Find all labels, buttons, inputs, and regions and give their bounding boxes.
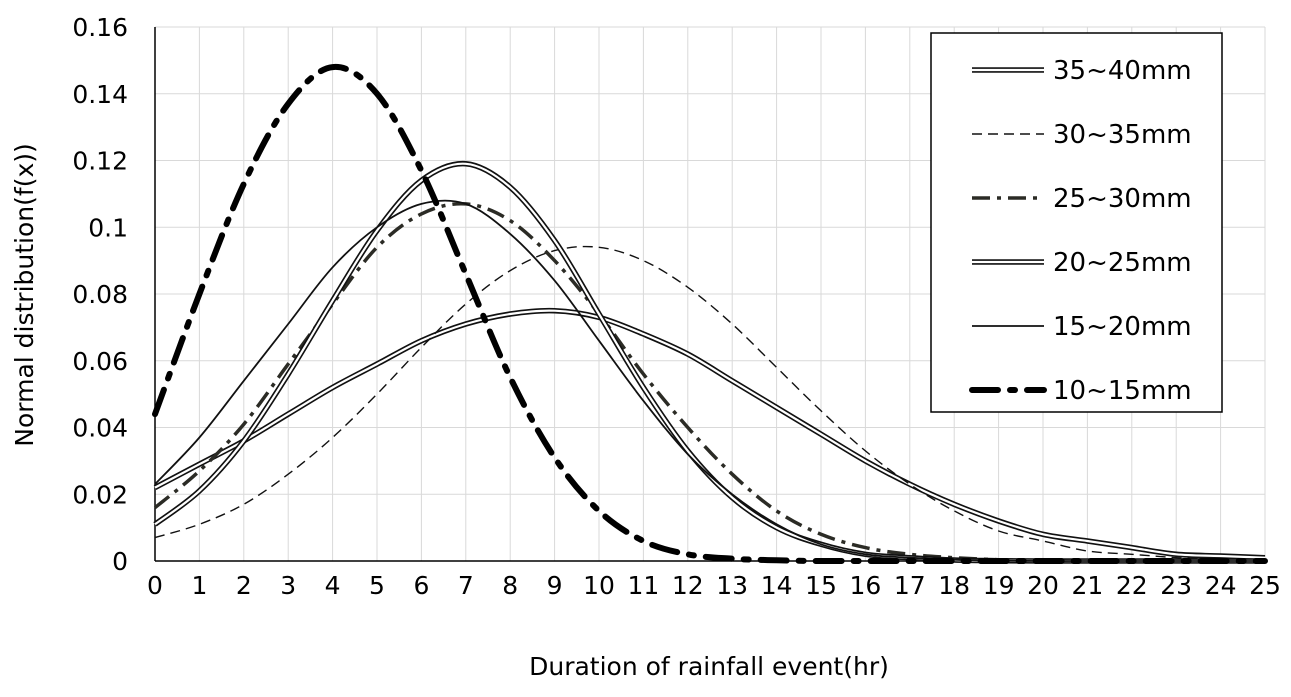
y-tick-label: 0.14 [72,80,128,109]
series-lines [152,64,1268,565]
legend-box [930,32,1223,413]
legend-entry: 25~30mm [972,184,1192,214]
x-tick-label: 13 [716,571,748,600]
legend-entry: 30~35mm [972,120,1192,150]
series-1 [154,245,1266,561]
y-tick-label: 0.02 [72,480,128,509]
x-tick-labels: 0 1 2 3 4 5 6 7 8 9 10 11 12 13 14 15 16 17 18 19 20 21 22 23 24… [147,571,1281,600]
y-tick-label: 0.08 [72,280,128,309]
x-tick-label: 15 [805,571,837,600]
x-tick-label: 23 [1160,571,1192,600]
series-5-line [152,64,1268,565]
legend-entry: 20~25mm [972,248,1192,278]
y-tick-label: 0.06 [72,347,128,376]
x-tick-label: 9 [547,571,563,600]
x-tick-label: 21 [1071,571,1103,600]
legend-entry: 15~20mm [972,312,1192,342]
x-tick-label: 6 [413,571,429,600]
x-tick-label: 4 [325,571,341,600]
legend-label: 15~20mm [1053,312,1192,342]
x-tick-label: 11 [627,571,659,600]
x-tick-label: 19 [983,571,1015,600]
x-tick-label: 3 [280,571,296,600]
x-tick-label: 24 [1205,571,1237,600]
series-0-inner [154,309,1266,559]
y-tick-label: 0.12 [72,147,128,176]
series-5 [152,64,1268,565]
legend-label: 25~30mm [1053,184,1192,214]
x-tick-label: 1 [191,571,207,600]
series-0 [153,307,1266,561]
series-1-line [154,245,1266,561]
x-tick-label: 0 [147,571,163,600]
legend-label: 30~35mm [1053,120,1192,150]
x-tick-label: 12 [672,571,704,600]
x-tick-label: 18 [938,571,970,600]
x-tick-label: 5 [369,571,385,600]
x-tick-label: 14 [761,571,793,600]
x-tick-label: 20 [1027,571,1059,600]
x-tick-label: 7 [458,571,474,600]
y-tick-label: 0.16 [72,13,128,42]
y-axis-title: Normal distribution(f(x)) [10,143,39,446]
x-tick-label: 25 [1249,571,1281,600]
x-tick-label: 8 [502,571,518,600]
x-tick-label: 10 [583,571,615,600]
x-tick-label: 22 [1116,571,1148,600]
y-tick-labels: 0 0.02 0.04 0.06 0.08 0.1 0.12 0.14 0.16 [72,13,128,576]
y-tick-label: 0.1 [88,213,128,242]
x-tick-label: 17 [894,571,926,600]
x-axis-title: Duration of rainfall event(hr) [529,652,889,681]
y-tick-label: 0 [112,547,128,576]
x-tick-label: 2 [236,571,252,600]
legend-entry: 35~40mm [972,56,1192,86]
x-tick-label: 16 [849,571,881,600]
legend-entry: 10~15mm [969,376,1192,406]
legend-label: 35~40mm [1053,56,1192,86]
y-tick-label: 0.04 [72,414,128,443]
legend: 35~40mm 30~35mm 25~30mm 20~25mm 15~20mm 10~15… [930,32,1223,413]
legend-label: 20~25mm [1053,248,1192,278]
legend-label: 10~15mm [1053,376,1192,406]
